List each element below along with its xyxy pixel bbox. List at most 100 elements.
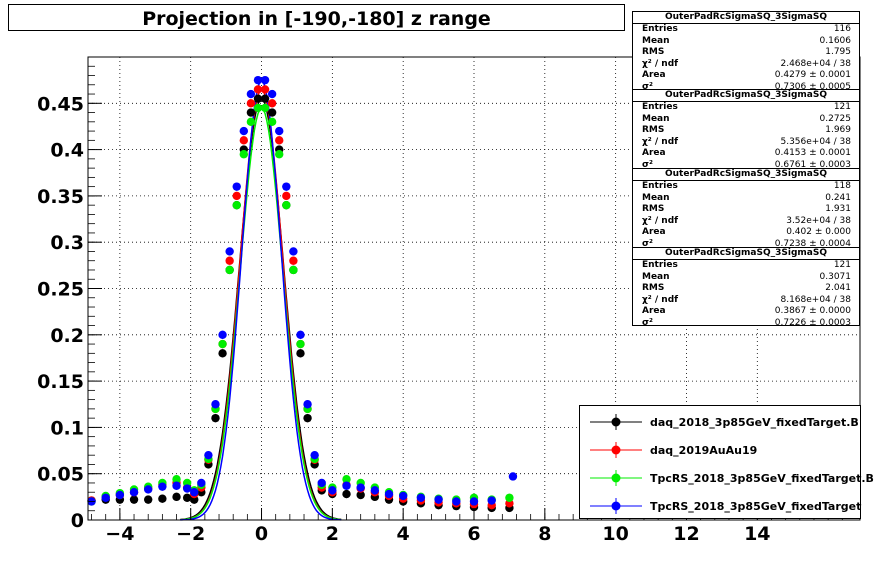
stats-row: χ² / ndf 3.52e+04 / 38 xyxy=(633,216,859,228)
stats-key: Mean xyxy=(642,271,670,282)
stats-row: Mean 0.3071 xyxy=(633,272,859,284)
stats-key: χ² / ndf xyxy=(642,294,679,305)
data-point xyxy=(303,413,312,423)
data-point xyxy=(310,450,319,460)
data-point xyxy=(144,485,153,494)
stats-key: Area xyxy=(642,306,666,316)
stats-key: Entries xyxy=(642,102,678,112)
data-point xyxy=(218,339,227,349)
legend-label: daq_2019AuAu19 xyxy=(650,444,758,457)
stats-value: 2.468e+04 / 38 xyxy=(780,58,851,69)
data-point xyxy=(416,493,426,502)
legend-marker xyxy=(590,470,642,486)
stats-key: RMS xyxy=(642,204,665,214)
stats-value: 0.7226 ± 0.0003 xyxy=(774,317,851,328)
data-point xyxy=(282,191,291,201)
x-tick-label: 8 xyxy=(538,523,551,545)
y-tick-label: 0.2 xyxy=(50,325,84,347)
stats-row: χ² / ndf 2.468e+04 / 38 xyxy=(633,59,859,71)
data-point xyxy=(267,108,277,117)
data-point xyxy=(260,103,270,113)
stats-box: OuterPadRcSigmaSQ_3SigmaSQ Entries 121 Mean… xyxy=(632,89,860,170)
title-box: Projection in [-190,-180] z range xyxy=(8,4,625,31)
stats-key: Mean xyxy=(642,113,670,124)
data-point xyxy=(218,349,227,358)
stats-value: 121 xyxy=(833,260,851,270)
stats-value: 5.356e+04 / 38 xyxy=(780,136,851,147)
stats-row: RMS 1.969 xyxy=(633,125,859,137)
stats-title: OuterPadRcSigmaSQ_3SigmaSQ xyxy=(633,90,859,102)
stats-row: σ² 0.7226 ± 0.0003 xyxy=(633,318,859,330)
stats-key: σ² xyxy=(642,317,653,328)
legend-marker xyxy=(590,442,642,458)
data-point xyxy=(172,481,181,490)
x-tick-label: −4 xyxy=(105,523,134,545)
stats-row: σ² 0.7238 ± 0.0004 xyxy=(633,239,859,251)
stats-row: χ² / ndf 5.356e+04 / 38 xyxy=(633,137,859,149)
stats-value: 0.3071 xyxy=(819,271,852,282)
stats-key: Mean xyxy=(642,35,670,46)
data-point xyxy=(253,94,263,103)
stats-row: Entries 116 xyxy=(633,24,859,36)
data-point xyxy=(253,75,263,85)
stats-value: 8.168e+04 / 38 xyxy=(780,294,851,305)
chart-title: Projection in [-190,-180] z range xyxy=(142,8,491,30)
stats-title: OuterPadRcSigmaSQ_3SigmaSQ xyxy=(633,12,859,24)
data-point xyxy=(275,136,284,145)
stats-row: Entries 118 xyxy=(633,181,859,193)
data-point xyxy=(239,136,249,145)
data-point xyxy=(289,256,298,265)
data-point xyxy=(289,265,298,275)
stats-row: σ² 0.7306 ± 0.0005 xyxy=(633,82,859,94)
legend-entry: TpcRS_2018_3p85GeV_fixedTarget xyxy=(580,495,862,517)
x-tick-label: 14 xyxy=(744,523,770,545)
stats-value: 0.402 ± 0.000 xyxy=(786,227,851,237)
data-point xyxy=(452,497,461,506)
x-tick-label: 10 xyxy=(602,523,628,545)
stats-value: 118 xyxy=(833,181,851,191)
stats-key: Area xyxy=(642,70,666,80)
data-point xyxy=(317,478,326,488)
stats-value: 0.6761 ± 0.0003 xyxy=(774,159,851,170)
data-point xyxy=(342,489,351,499)
stats-row: Mean 0.2725 xyxy=(633,114,859,126)
stats-box: OuterPadRcSigmaSQ_3SigmaSQ Entries 118 Mean… xyxy=(632,168,860,251)
x-axis: −4 −2 0 2 4 6 8 10 12 14 xyxy=(91,508,843,545)
data-point xyxy=(260,75,270,85)
data-point xyxy=(172,492,181,502)
x-tick-label: 4 xyxy=(397,523,410,545)
x-tick-label: 12 xyxy=(673,523,699,545)
data-point xyxy=(211,400,220,409)
stats-value: 0.1606 xyxy=(819,35,852,46)
stats-value: 3.52e+04 / 38 xyxy=(786,215,851,226)
stats-box: OuterPadRcSigmaSQ_3SigmaSQ Entries 121 Mean… xyxy=(632,247,860,328)
legend: daq_2018_3p85GeV_fixedTarget.B daq_2019Au… xyxy=(579,405,874,519)
stats-value: 0.241 xyxy=(825,192,851,203)
stats-value: 121 xyxy=(833,102,851,112)
stats-key: Entries xyxy=(642,181,678,191)
data-point xyxy=(190,488,199,497)
legend-entry: daq_2018_3p85GeV_fixedTarget.B xyxy=(580,411,860,433)
data-point xyxy=(275,150,284,159)
legend-entry: TpcRS_2018_3p85GeV_fixedTarget.B xyxy=(580,467,874,489)
stats-value: 1.969 xyxy=(825,125,851,135)
stats-row: RMS 1.931 xyxy=(633,204,859,216)
stats-row: RMS 1.795 xyxy=(633,47,859,59)
data-point xyxy=(508,472,518,481)
data-point xyxy=(469,497,479,506)
stats-value: 0.7238 ± 0.0004 xyxy=(774,238,851,249)
data-point xyxy=(342,475,351,484)
stats-key: σ² xyxy=(642,238,653,249)
data-point xyxy=(101,493,110,502)
stats-value: 116 xyxy=(833,24,851,34)
data-point xyxy=(398,491,408,501)
data-point xyxy=(260,94,270,103)
data-point xyxy=(370,486,380,495)
legend-label: TpcRS_2018_3p85GeV_fixedTarget xyxy=(650,500,862,513)
legend-label: TpcRS_2018_3p85GeV_fixedTarget.B xyxy=(650,472,874,485)
y-tick-label: 0.45 xyxy=(37,93,84,115)
data-point xyxy=(239,126,249,136)
data-point xyxy=(267,99,277,108)
x-tick-label: 2 xyxy=(326,523,339,545)
data-point xyxy=(218,330,227,339)
